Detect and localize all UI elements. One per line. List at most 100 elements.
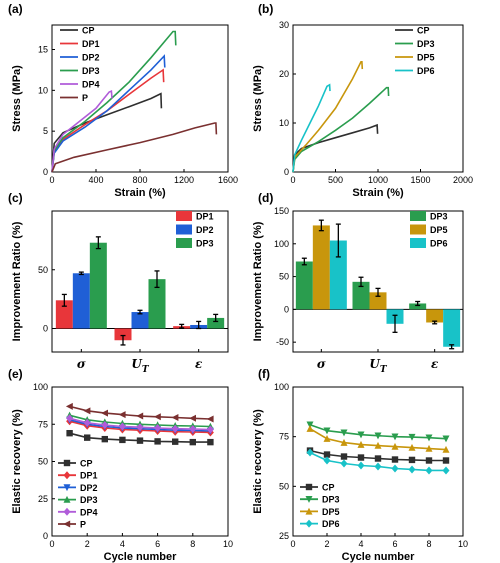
legend-label: DP4 <box>80 507 98 517</box>
legend-label: DP4 <box>82 80 100 90</box>
data-point-p <box>189 414 196 422</box>
legend-marker-dp5 <box>305 507 313 515</box>
y-axis-label: Elastic recovery (%) <box>11 409 23 514</box>
x-tick-label: 1200 <box>174 175 194 185</box>
legend: CP DP1 DP2 DP3 DP4 P <box>58 459 98 530</box>
legend-label: P <box>80 520 86 530</box>
data-point-cp <box>442 457 450 464</box>
y-tick-label: 100 <box>274 239 289 249</box>
x-tick-label: 400 <box>88 175 103 185</box>
x-axis-label: Strain (%) <box>114 187 166 199</box>
data-point-dp6 <box>374 462 382 471</box>
x-axis-ticks: 0 500 1000 1500 2000 <box>290 169 473 185</box>
x-tick-label: 6 <box>155 539 160 549</box>
x-axis-categories: σ UT ε <box>77 349 203 375</box>
data-point-cp <box>425 457 433 464</box>
legend-label: CP <box>322 483 335 493</box>
y-tick-label: 100 <box>274 382 289 392</box>
data-point-cp <box>189 438 196 446</box>
bar-dp5 <box>369 292 387 310</box>
data-point-dp6 <box>357 461 365 470</box>
legend-label: CP <box>82 26 95 36</box>
data-point-dp6 <box>408 465 416 474</box>
x-tick-label: 6 <box>392 539 397 549</box>
data-point-cp <box>136 437 144 444</box>
series-line-cp <box>51 92 163 173</box>
legend: CP DP3 DP5 DP6 <box>300 483 340 529</box>
bar-dp2 <box>131 312 149 329</box>
plot-frame <box>51 24 229 173</box>
y-tick-label: 10 <box>279 118 289 128</box>
series-line-p <box>51 122 218 173</box>
data-point-dp4 <box>83 418 91 427</box>
category-subscript: T <box>380 365 388 375</box>
legend-swatch-dp6 <box>410 238 426 248</box>
panel-label: (a) <box>8 2 23 16</box>
x-tick-label: 500 <box>328 175 343 185</box>
data-point-dp3 <box>357 431 365 439</box>
x-tick-label: 4 <box>358 539 363 549</box>
category-label: ε <box>195 357 203 371</box>
series-line-dp5 <box>292 60 364 173</box>
x-tick-label: 0 <box>49 175 54 185</box>
bar-dp6 <box>329 240 347 310</box>
y-tick-label: 0 <box>43 167 48 177</box>
data-point-dp6 <box>425 466 433 475</box>
series-line-dp1 <box>51 68 165 173</box>
series-line-dp4 <box>51 89 113 173</box>
data-point-dp3 <box>374 432 382 440</box>
legend-label: CP <box>417 26 430 36</box>
data-point-p <box>101 409 108 417</box>
bars-group <box>295 219 461 350</box>
category-main: ε <box>195 357 203 371</box>
panel-e: (e) 0 25 50 75 100 Elastic recovery (%) 0 2 4 6 8 10… <box>8 367 233 563</box>
x-axis-ticks: 0 2 4 6 8 10 <box>290 533 468 549</box>
x-tick-label: 2000 <box>453 175 473 185</box>
y-axis-label: Stress (MPa) <box>11 65 23 132</box>
data-point-dp5 <box>374 441 382 449</box>
data-point-dp4 <box>171 424 179 433</box>
series-line-dp3 <box>292 86 390 173</box>
data-point-cp <box>357 454 365 461</box>
data-point-dp3 <box>340 429 348 437</box>
legend-label: DP3 <box>322 495 340 505</box>
data-point-cp <box>84 434 91 441</box>
data-point-dp6 <box>306 448 314 457</box>
series-line-dp3 <box>51 30 177 173</box>
legend-label: P <box>82 93 88 103</box>
legend-label: DP6 <box>430 239 448 249</box>
legend-label: DP1 <box>80 471 98 481</box>
legend-label: DP3 <box>80 495 98 505</box>
legend-label: DP3 <box>196 239 214 249</box>
x-tick-label: 2 <box>85 539 90 549</box>
y-tick-label: -50 <box>276 337 289 347</box>
legend: DP3 DP5 DP6 <box>410 211 448 249</box>
category-label: UT <box>369 357 387 375</box>
panel-label: (e) <box>8 367 23 381</box>
data-point-dp4 <box>66 414 74 423</box>
data-point-cp <box>391 456 399 463</box>
category-main: ε <box>431 357 439 371</box>
data-point-dp3 <box>323 427 331 435</box>
bars-group <box>55 236 225 346</box>
data-point-cp <box>154 438 161 445</box>
panel-b: (b) 0 10 20 30 Stress (MPa) 0 500 1000 1500 2000 St… <box>252 2 473 199</box>
panel-label: (f) <box>258 367 270 381</box>
legend-swatch-dp2 <box>176 224 192 235</box>
bar-dp3 <box>148 279 166 329</box>
legend-marker-cp <box>63 459 71 467</box>
legend-marker-p <box>63 520 71 528</box>
y-tick-label: 0 <box>43 531 48 541</box>
data-point-dp4 <box>189 425 197 434</box>
data-point-dp6 <box>340 459 348 468</box>
legend-label: DP1 <box>196 212 214 222</box>
legend-label: DP5 <box>430 225 448 235</box>
y-tick-label: 15 <box>38 45 48 55</box>
y-tick-label: 25 <box>279 531 289 541</box>
data-point-cp <box>340 453 348 460</box>
panel-a: (a) 0 5 10 15 Stress (MPa) 0 400 800 1200 1600 Stra… <box>8 2 238 199</box>
category-label: σ <box>317 357 326 371</box>
